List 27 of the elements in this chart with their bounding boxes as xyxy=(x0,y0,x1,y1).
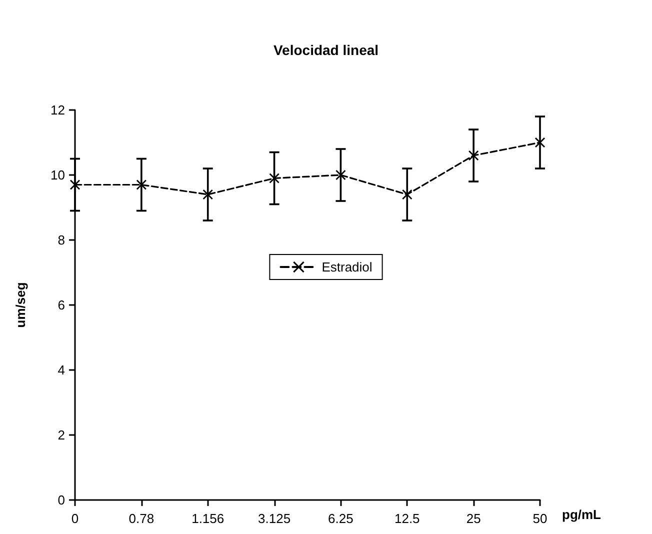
point xyxy=(468,150,479,160)
y-tick-label: 12 xyxy=(50,102,65,118)
y-tick-label: 0 xyxy=(58,492,65,508)
y-axis-title: um/seg xyxy=(13,282,28,328)
y-tick-label: 4 xyxy=(58,362,65,378)
point xyxy=(70,180,80,190)
x-tick-label: 50 xyxy=(532,511,548,526)
point xyxy=(336,170,346,180)
chart-title: Velocidad lineal xyxy=(273,42,379,58)
point xyxy=(136,180,146,190)
point xyxy=(535,138,545,148)
x-tick-label: 12.5 xyxy=(394,511,420,526)
legend-label: Estradiol xyxy=(322,260,372,274)
x-tick-label: 6.25 xyxy=(328,511,354,526)
y-tick-label: 10 xyxy=(50,168,65,182)
point xyxy=(202,190,213,200)
y-tick-label: 8 xyxy=(58,232,65,248)
x-tick-label: 3.125 xyxy=(258,511,291,526)
point xyxy=(402,190,412,200)
y-tick-label: 2 xyxy=(58,428,65,442)
x-tick-label: 1.156 xyxy=(192,511,224,526)
y-tick-label: 6 xyxy=(58,298,65,312)
point xyxy=(269,173,280,184)
x-tick-label: 0 xyxy=(71,511,79,526)
x-tick-label: 25 xyxy=(466,511,481,526)
x-axis-title: pg/mL xyxy=(562,507,602,522)
x-tick-label: 0.78 xyxy=(128,511,154,526)
